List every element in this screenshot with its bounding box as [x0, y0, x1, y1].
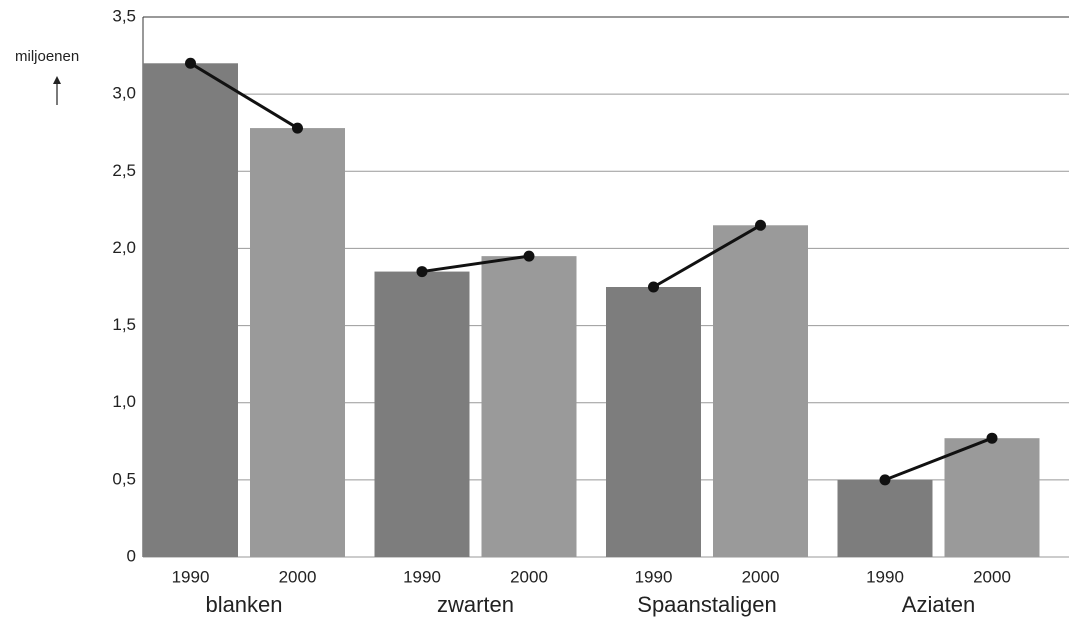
y-axis-label: miljoenen — [15, 48, 79, 65]
series-label: 1990 — [403, 567, 441, 586]
point — [986, 432, 998, 444]
bar — [944, 438, 1040, 557]
series-label: 2000 — [973, 567, 1011, 586]
category-label: Spaanstaligen — [637, 592, 776, 617]
y-tick-label: 0 — [127, 546, 136, 565]
bar — [250, 128, 345, 558]
bar — [837, 479, 933, 557]
point — [185, 57, 196, 69]
series-label: 2000 — [742, 567, 780, 586]
connector — [421, 254, 530, 274]
category-label: blanken — [205, 592, 282, 617]
point — [879, 474, 891, 486]
connector — [652, 223, 762, 289]
bar — [374, 271, 470, 557]
point — [755, 219, 766, 231]
y-tick-label: 1,5 — [112, 315, 136, 334]
bar — [606, 287, 701, 557]
bar — [481, 256, 577, 557]
y-tick-label: 3,5 — [112, 6, 136, 25]
y-tick-label: 1,0 — [112, 392, 136, 411]
point — [523, 250, 535, 262]
bar — [143, 63, 238, 558]
y-tick-label: 2,5 — [112, 161, 136, 180]
series-label: 1990 — [866, 567, 904, 586]
connector — [189, 62, 299, 130]
y-tick-label: 3,0 — [112, 84, 136, 103]
point — [648, 281, 659, 293]
category-label: zwarten — [437, 592, 514, 617]
y-tick-label: 2,0 — [112, 238, 136, 257]
category-label: Aziaten — [902, 592, 975, 617]
bar — [713, 225, 808, 558]
point — [292, 122, 303, 134]
point — [416, 266, 428, 278]
y-tick-label: 0,5 — [112, 469, 136, 488]
series-label: 1990 — [172, 567, 210, 586]
series-label: 2000 — [279, 567, 317, 586]
series-label: 2000 — [510, 567, 548, 586]
y-arrow — [53, 76, 61, 105]
connector — [884, 436, 993, 482]
series-label: 1990 — [635, 567, 673, 586]
